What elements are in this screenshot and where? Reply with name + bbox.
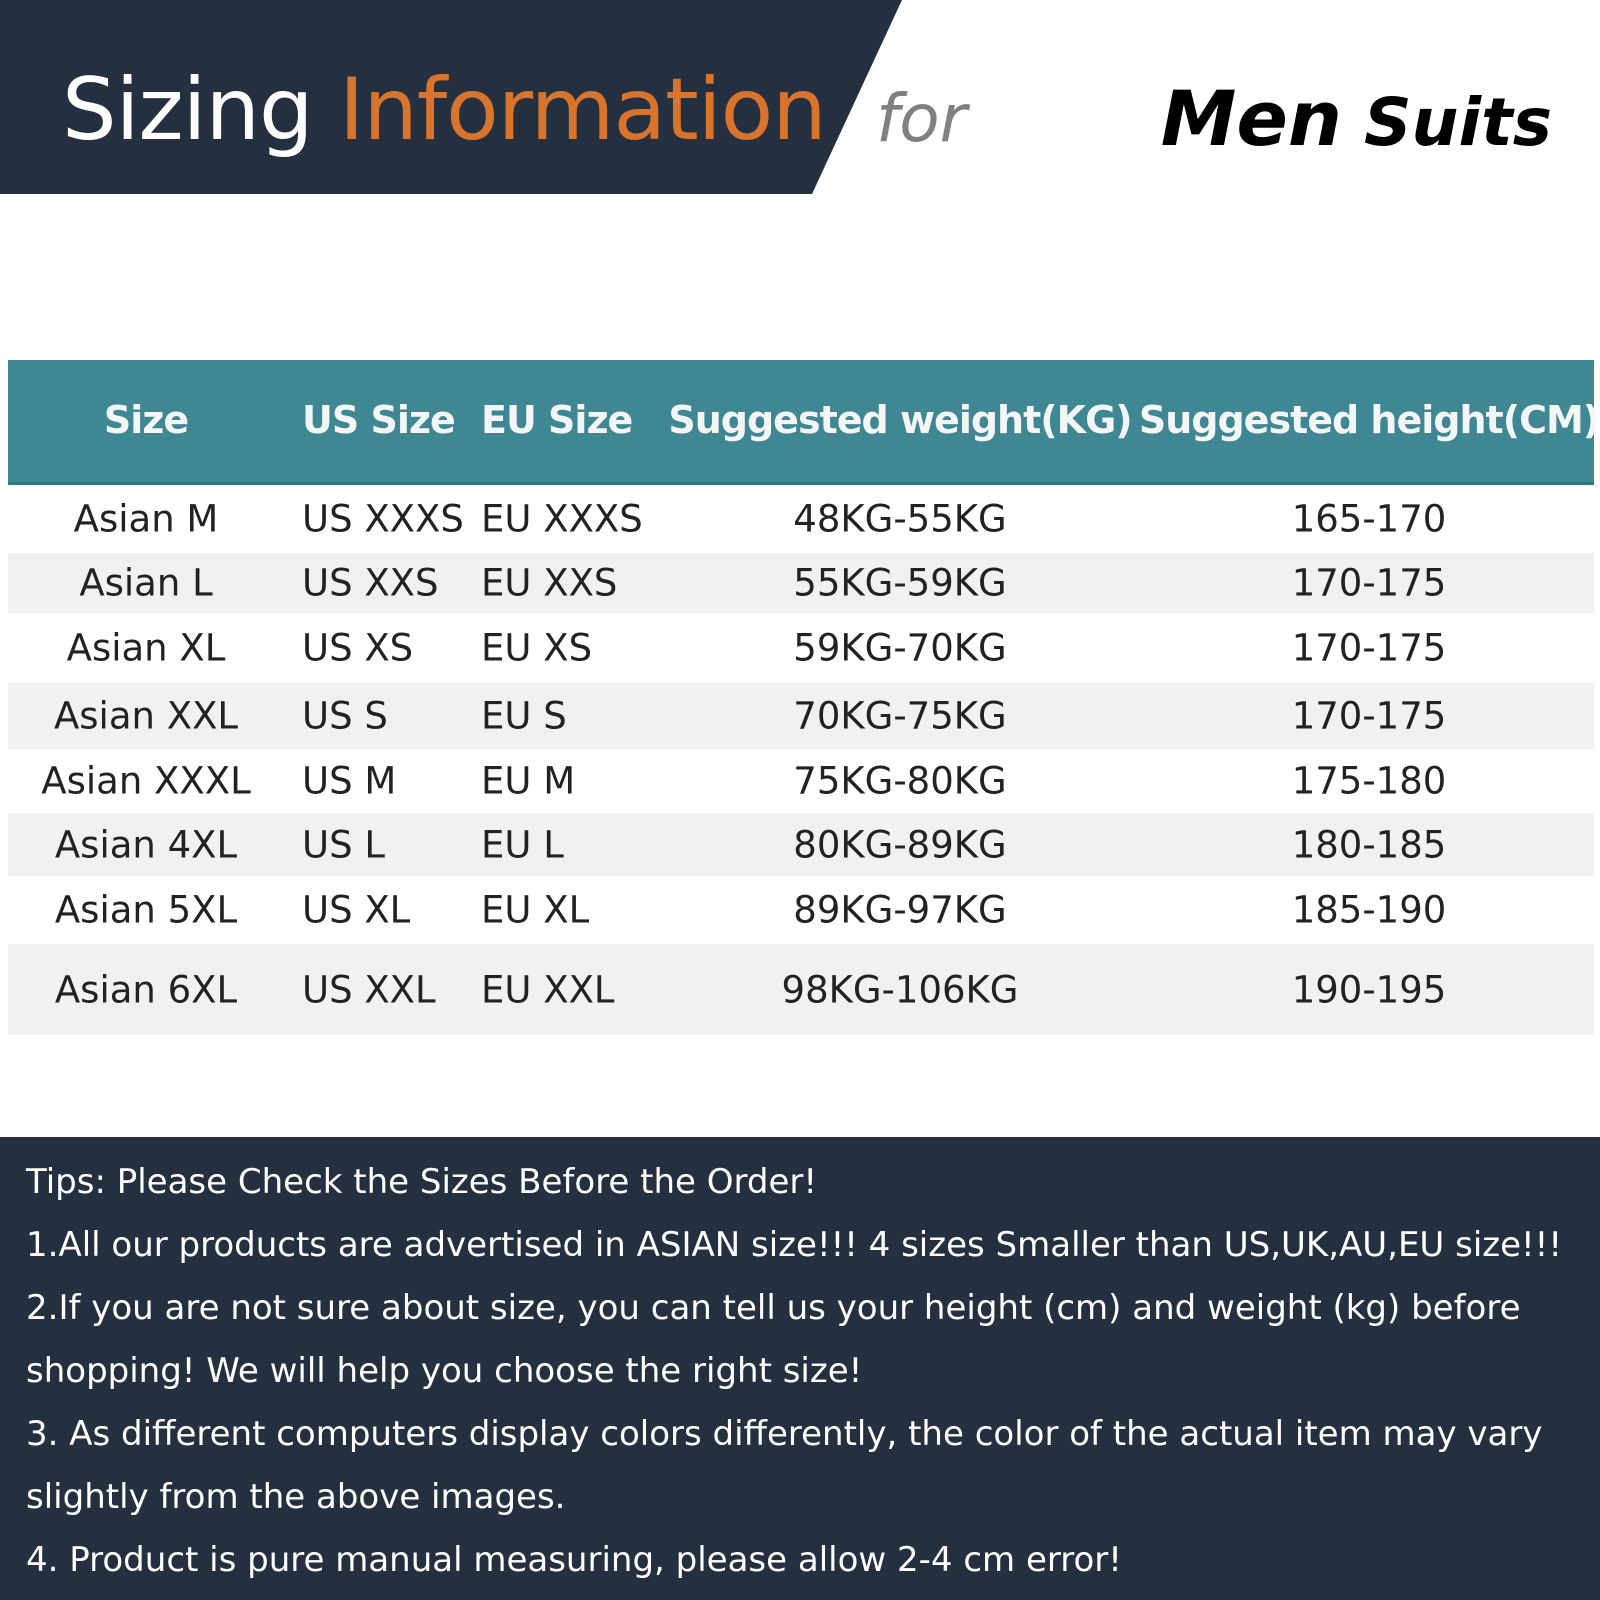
tip-line: 3. As different computers display colors…	[26, 1414, 1543, 1454]
table-cell: EU L	[481, 823, 564, 866]
tip-line: shopping! We will help you choose the ri…	[26, 1351, 863, 1391]
table-cell: EU XS	[481, 626, 593, 670]
table-cell: US XS	[302, 626, 414, 670]
table-cell: 190-195	[1291, 968, 1447, 1011]
table-cell: Asian XXXL	[41, 759, 251, 803]
table-cell: 80KG-89KG	[793, 823, 1007, 866]
column-header: US Size	[302, 398, 456, 442]
table-cell: 180-185	[1291, 823, 1447, 866]
subject-suits: Suits	[1364, 84, 1552, 161]
table-row: Asian XXL US S EU S 70KG-75KG 170-175	[8, 683, 1594, 749]
table-cell: US S	[302, 694, 388, 738]
table-cell: 98KG-106KG	[781, 968, 1019, 1011]
table-row: Asian L US XXS EU XXS 55KG-59KG 170-175	[8, 553, 1594, 613]
table-cell: 59KG-70KG	[793, 626, 1007, 670]
tip-line: Tips: Please Check the Sizes Before the …	[26, 1162, 818, 1202]
column-header: Suggested weight(KG)	[668, 398, 1132, 442]
table-cell: Asian M	[73, 497, 219, 541]
table-cell: Asian XL	[66, 626, 226, 670]
table-cell: 165-170	[1291, 497, 1447, 541]
table-header: Size US Size EU Size Suggested weight(KG…	[8, 360, 1600, 485]
table-row: Asian 6XL US XXL EU XXL 98KG-106KG 190-195	[8, 944, 1594, 1035]
table-cell: EU XXL	[481, 968, 615, 1011]
title-information: Information	[338, 60, 827, 160]
table-row: Asian 5XL US XL EU XL 89KG-97KG 185-190	[8, 876, 1594, 944]
title-sizing: Sizing	[62, 60, 314, 160]
table-cell: US XXXS	[302, 497, 464, 541]
table-cell: EU S	[481, 694, 567, 738]
table-cell: 55KG-59KG	[793, 561, 1007, 605]
table-cell: Asian XXL	[53, 694, 239, 738]
table-cell: EU XXS	[481, 561, 618, 605]
table-cell: US L	[302, 823, 385, 866]
table-cell: US M	[302, 759, 397, 803]
table-cell: EU XL	[481, 888, 590, 932]
table-cell: 170-175	[1291, 694, 1447, 738]
subject-men: Men	[1160, 74, 1343, 163]
table-cell: Asian L	[79, 561, 213, 605]
title-banner	[0, 0, 902, 194]
table-cell: US XXS	[302, 561, 439, 605]
tip-line: slightly from the above images.	[26, 1477, 566, 1517]
title-for: for	[876, 80, 967, 157]
table-cell: 170-175	[1291, 626, 1447, 670]
table-row: Asian XXXL US M EU M 75KG-80KG 175-180	[8, 749, 1594, 813]
subject-title: Men Suits	[1161, 74, 1552, 163]
column-header: EU Size	[481, 398, 633, 442]
table-cell: 89KG-97KG	[793, 888, 1007, 932]
table-cell: 170-175	[1291, 561, 1447, 605]
tips-panel: Tips: Please Check the Sizes Before the …	[0, 1137, 1600, 1600]
table-cell: US XXL	[302, 968, 436, 1011]
table-cell: Asian 5XL	[54, 888, 238, 932]
page-title: Sizing Information	[62, 60, 827, 160]
table-cell: 185-190	[1291, 888, 1447, 932]
table-cell: US XL	[302, 888, 411, 932]
column-header: Suggested height(CM)	[1138, 398, 1600, 442]
table-row: Asian XL US XS EU XS 59KG-70KG 170-175	[8, 613, 1594, 683]
table-cell: Asian 6XL	[54, 968, 238, 1011]
tip-line: 4. Product is pure manual measuring, ple…	[26, 1540, 1122, 1580]
table-cell: 175-180	[1291, 759, 1447, 803]
size-table: Size US Size EU Size Suggested weight(KG…	[8, 360, 1600, 1035]
table-cell: EU XXXS	[481, 497, 643, 541]
table-cell: EU M	[481, 759, 576, 803]
table-cell: 48KG-55KG	[793, 497, 1007, 541]
table-row: Asian 4XL US L EU L 80KG-89KG 180-185	[8, 813, 1594, 876]
tip-line: 2.If you are not sure about size, you ca…	[26, 1288, 1521, 1328]
tip-line: 1.All our products are advertised in ASI…	[26, 1225, 1562, 1265]
column-header: Size	[103, 398, 189, 442]
table-cell: 75KG-80KG	[793, 759, 1007, 803]
table-cell: Asian 4XL	[54, 823, 238, 866]
table-row: Asian M US XXXS EU XXXS 48KG-55KG 165-170	[8, 485, 1594, 553]
table-cell: 70KG-75KG	[793, 694, 1007, 738]
